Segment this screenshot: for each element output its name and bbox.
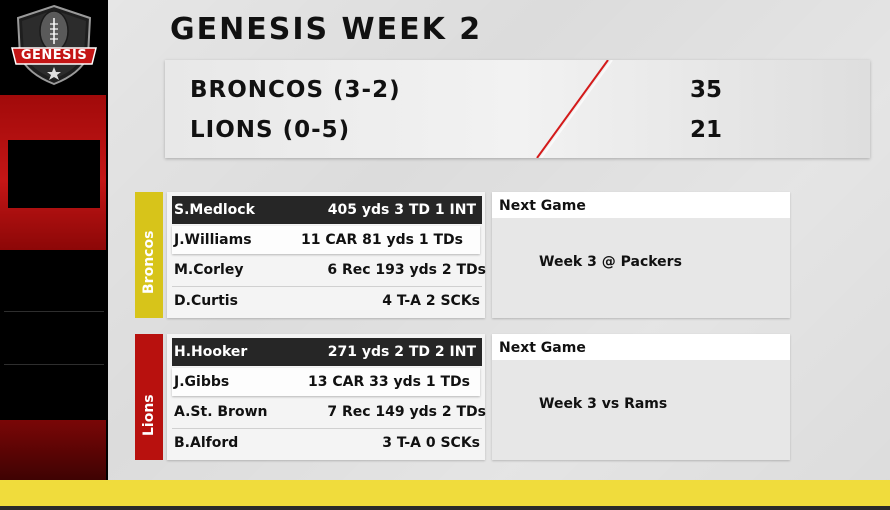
next-game-value: Week 3 vs Rams <box>539 396 668 412</box>
player-name: J.Gibbs <box>174 374 230 390</box>
next-game-card: Next Game Week 3 @ Packers <box>492 192 790 318</box>
player-name: B.Alford <box>174 435 239 451</box>
player-stat: 405 yds 3 TD 1 INT <box>327 202 476 218</box>
page-title: GENESIS WEEK 2 <box>170 12 483 47</box>
team-stripe: Lions <box>135 334 163 460</box>
next-game-heading: Next Game <box>492 192 790 218</box>
player-stat-row: J.Williams 11 CAR 81 yds 1 TDs <box>172 226 480 254</box>
logo-text: GENESIS <box>20 48 88 63</box>
player-stat-row: A.St. Brown 7 Rec 149 yds 2 TDs <box>172 398 486 426</box>
team-stripe: Broncos <box>135 192 163 318</box>
player-stat-row: B.Alford 3 T-A 0 SCKs <box>172 428 482 456</box>
player-stat: 11 CAR 81 yds 1 TDs <box>301 232 463 248</box>
football-shield-icon <box>11 4 97 86</box>
bottom-ticker-bar <box>0 480 890 510</box>
player-stat-row: S.Medlock 405 yds 3 TD 1 INT <box>172 196 482 224</box>
sidebar-nav-block[interactable] <box>0 420 106 480</box>
player-stat-row: H.Hooker 271 yds 2 TD 2 INT <box>172 338 482 366</box>
home-team-score: 35 <box>690 77 723 103</box>
player-stat: 6 Rec 193 yds 2 TDs <box>327 262 486 278</box>
sidebar-nav-block-active[interactable] <box>0 95 106 250</box>
away-team-record: LIONS (0-5) <box>190 117 351 143</box>
genesis-logo[interactable]: GENESIS <box>8 4 100 86</box>
player-stat: 4 T-A 2 SCKs <box>382 293 480 309</box>
player-name: M.Corley <box>174 262 244 278</box>
player-stat: 271 yds 2 TD 2 INT <box>327 344 476 360</box>
sidebar-nav-thumbnail <box>8 140 100 208</box>
player-name: H.Hooker <box>174 344 248 360</box>
next-game-value: Week 3 @ Packers <box>539 254 682 270</box>
sidebar-divider <box>4 311 104 312</box>
player-stats-table: S.Medlock 405 yds 3 TD 1 INT J.Williams … <box>167 192 486 318</box>
team-name-label: Broncos <box>141 230 157 294</box>
team-section-broncos: Broncos S.Medlock 405 yds 3 TD 1 INT J.W… <box>135 192 790 318</box>
player-stat: 3 T-A 0 SCKs <box>382 435 480 451</box>
player-stats-table: H.Hooker 271 yds 2 TD 2 INT J.Gibbs 13 C… <box>167 334 486 460</box>
score-divider-slash <box>536 60 613 158</box>
player-name: S.Medlock <box>174 202 255 218</box>
player-stat-row: J.Gibbs 13 CAR 33 yds 1 TDs <box>172 368 480 396</box>
away-team-score: 21 <box>690 117 723 143</box>
next-game-card: Next Game Week 3 vs Rams <box>492 334 790 460</box>
player-name: D.Curtis <box>174 293 238 309</box>
score-card: BRONCOS (3-2) 35 LIONS (0-5) 21 <box>165 60 870 158</box>
next-game-heading: Next Game <box>492 334 790 360</box>
star-icon <box>47 67 61 80</box>
team-section-lions: Lions H.Hooker 271 yds 2 TD 2 INT J.Gibb… <box>135 334 790 460</box>
player-stat: 7 Rec 149 yds 2 TDs <box>327 404 486 420</box>
player-name: A.St. Brown <box>174 404 268 420</box>
team-name-label: Lions <box>141 394 157 436</box>
sidebar-divider <box>4 364 104 365</box>
sidebar: GENESIS <box>0 0 108 480</box>
player-stat: 13 CAR 33 yds 1 TDs <box>308 374 470 390</box>
player-stat-row: D.Curtis 4 T-A 2 SCKs <box>172 286 482 314</box>
home-team-record: BRONCOS (3-2) <box>190 77 401 103</box>
player-name: J.Williams <box>174 232 252 248</box>
player-stat-row: M.Corley 6 Rec 193 yds 2 TDs <box>172 256 486 284</box>
